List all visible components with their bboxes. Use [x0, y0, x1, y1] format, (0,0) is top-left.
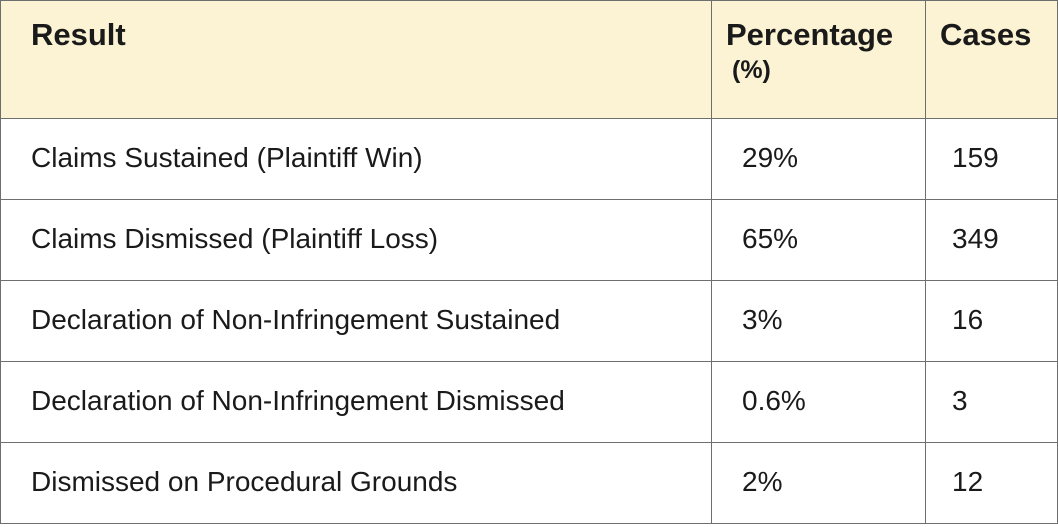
cell-percentage: 29%	[711, 118, 926, 200]
header-percentage-label: Percentage	[726, 17, 894, 52]
table-row: Claims Dismissed (Plaintiff Loss) 65% 34…	[0, 199, 1058, 281]
cell-result: Declaration of Non-Infringement Sustaine…	[0, 280, 712, 362]
header-percentage-unit: (%)	[732, 56, 771, 84]
header-row: Result Percentage (%) Cases	[0, 0, 1058, 119]
table-row: Declaration of Non-Infringement Dismisse…	[0, 361, 1058, 443]
cell-result: Claims Sustained (Plaintiff Win)	[0, 118, 712, 200]
table-header: Result Percentage (%) Cases	[0, 0, 1058, 119]
table-row: Dismissed on Procedural Grounds 2% 12	[0, 442, 1058, 524]
cell-cases: 16	[925, 280, 1058, 362]
cell-percentage: 2%	[711, 442, 926, 524]
cell-cases: 349	[925, 199, 1058, 281]
cell-result: Claims Dismissed (Plaintiff Loss)	[0, 199, 712, 281]
cell-percentage: 0.6%	[711, 361, 926, 443]
cell-cases: 3	[925, 361, 1058, 443]
table-body: Claims Sustained (Plaintiff Win) 29% 159…	[0, 118, 1058, 524]
header-cases: Cases	[925, 0, 1058, 119]
table-row: Claims Sustained (Plaintiff Win) 29% 159	[0, 118, 1058, 200]
cell-percentage: 65%	[711, 199, 926, 281]
cell-cases: 12	[925, 442, 1058, 524]
header-result: Result	[0, 0, 712, 119]
table-row: Declaration of Non-Infringement Sustaine…	[0, 280, 1058, 362]
cell-result: Declaration of Non-Infringement Dismisse…	[0, 361, 712, 443]
cell-cases: 159	[925, 118, 1058, 200]
cell-result: Dismissed on Procedural Grounds	[0, 442, 712, 524]
cell-percentage: 3%	[711, 280, 926, 362]
header-percentage: Percentage (%)	[711, 0, 926, 119]
